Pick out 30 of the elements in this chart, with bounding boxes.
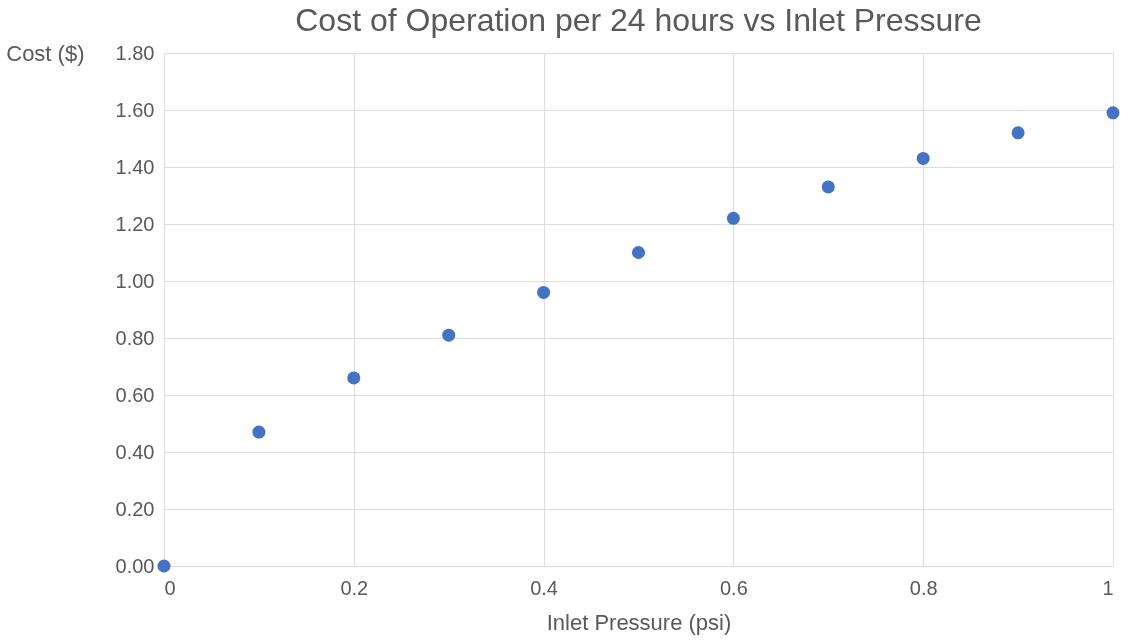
chart-title: Cost of Operation per 24 hours vs Inlet Pressure [295, 2, 982, 38]
y-tick-label: 1.00 [115, 269, 155, 292]
point [821, 180, 835, 194]
y-tick-label: 0.60 [115, 383, 155, 406]
y-tick-label: 1.80 [115, 41, 155, 64]
x-tick-label: 0.6 [719, 576, 748, 599]
y-tick-label: 1.60 [115, 98, 155, 121]
y-tick-label: 0.00 [115, 554, 155, 577]
point [1011, 126, 1025, 140]
point [1106, 106, 1120, 120]
y-tick-label: 0.80 [115, 326, 155, 349]
y-tick-label: 0.40 [115, 440, 155, 463]
point [157, 559, 171, 573]
point [537, 285, 551, 299]
point [916, 151, 930, 165]
y-tick-label: 0.20 [115, 497, 155, 520]
x-tick-label: 0.4 [530, 576, 559, 599]
point [631, 245, 646, 260]
x-axis-title: Inlet Pressure (psi) [546, 609, 732, 635]
y-axis-title: Cost ($) [6, 40, 85, 66]
point [442, 328, 456, 342]
y-tick-label: 1.20 [115, 212, 155, 235]
point [726, 211, 740, 225]
x-tick-label: 1 [1102, 576, 1114, 599]
x-tick-label: 0 [164, 576, 176, 599]
x-tick-label: 0.8 [909, 576, 938, 599]
x-tick-label: 0.2 [340, 576, 369, 599]
y-tick-label: 1.40 [115, 155, 155, 178]
point [252, 425, 266, 439]
point [347, 371, 361, 385]
